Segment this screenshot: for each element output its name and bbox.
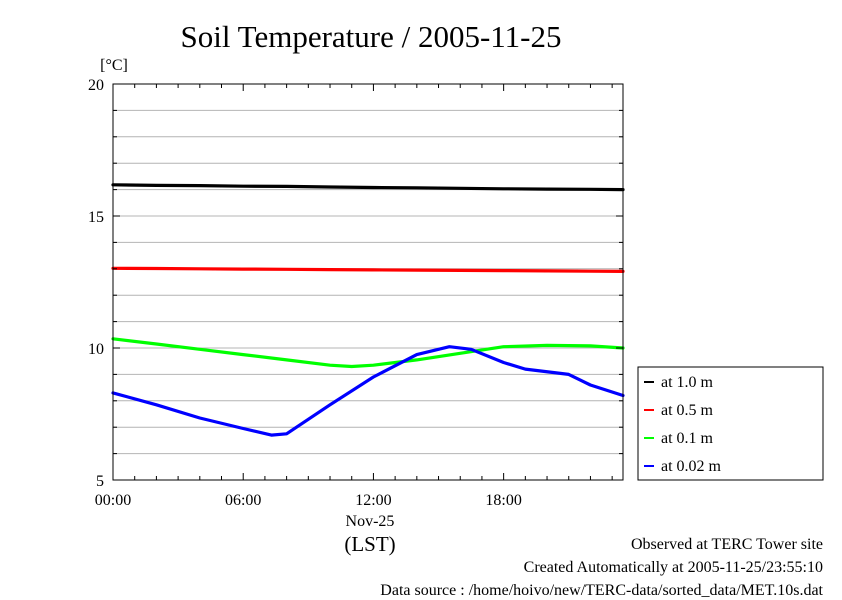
plot-frame <box>112 83 624 481</box>
legend-box <box>637 366 824 481</box>
series-line <box>111 337 625 369</box>
chart-title: Soil Temperature / 2005-11-25 <box>181 19 562 54</box>
x-tick-label: 00:00 <box>95 492 131 509</box>
series-line <box>111 183 625 192</box>
y-tick-label: 15 <box>88 209 104 226</box>
axis-ticks: 5 10 15 20 00:00 06:00 12:00 18:00 <box>88 77 623 509</box>
legend-label: at 1.0 m <box>661 374 714 391</box>
footer-source: Data source : /home/hoivo/new/TERC-data/… <box>380 582 823 599</box>
y-tick-label: 10 <box>88 341 104 358</box>
x-tick-label: 18:00 <box>485 492 521 509</box>
legend: at 1.0 m at 0.5 m at 0.1 m at 0.02 m <box>637 366 824 481</box>
y-tick-label: 5 <box>96 473 104 490</box>
series-line <box>111 345 625 437</box>
legend-label: at 0.02 m <box>661 458 722 475</box>
footer-created: Created Automatically at 2005-11-25/23:5… <box>523 559 823 576</box>
data-series <box>111 183 625 437</box>
x-tick-label: 12:00 <box>355 492 391 509</box>
footer-site: Observed at TERC Tower site <box>630 536 823 553</box>
y-tick-label: 20 <box>88 77 104 94</box>
legend-label: at 0.5 m <box>661 402 714 419</box>
legend-label: at 0.1 m <box>661 430 714 447</box>
x-axis-label: (LST) <box>344 532 395 556</box>
x-tick-label: 06:00 <box>225 492 261 509</box>
series-line <box>111 266 625 273</box>
y-axis-label: [°C] <box>100 57 128 74</box>
x-date-label: Nov-25 <box>346 513 395 530</box>
grid-lines <box>113 109 623 455</box>
